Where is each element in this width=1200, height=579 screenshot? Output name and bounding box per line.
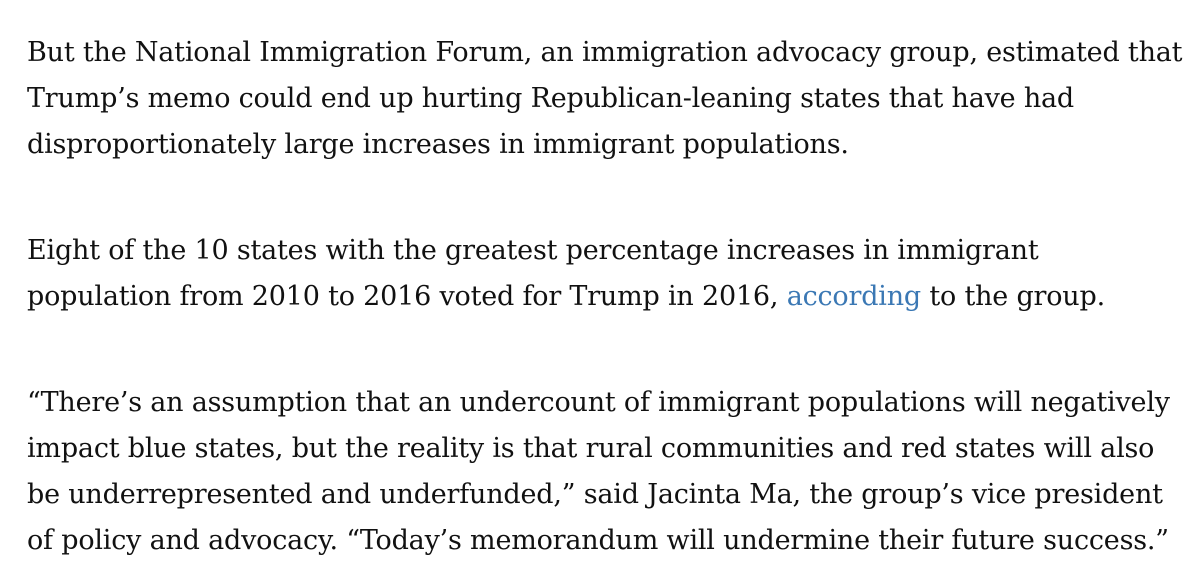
paragraph-states-statistic: Eight of the 10 states with the greatest… bbox=[27, 228, 1187, 320]
paragraph-text-after-link: to the group. bbox=[920, 281, 1105, 312]
paragraph-quote-jacinta-ma: “There’s an assumption that an undercoun… bbox=[27, 387, 1170, 556]
paragraph-text-before-link: Eight of the 10 states with the greatest… bbox=[27, 235, 1039, 312]
according-link[interactable]: according bbox=[786, 281, 921, 312]
paragraph-forum-estimate: But the National Immigration Forum, an i… bbox=[27, 37, 1183, 160]
